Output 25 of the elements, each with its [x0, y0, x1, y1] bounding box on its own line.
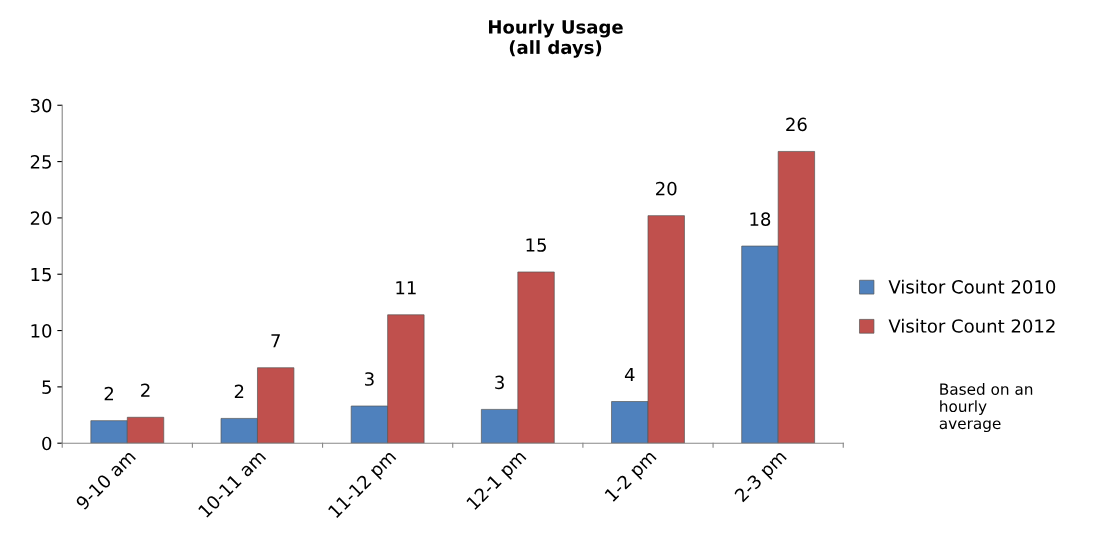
text: Based on an hourly average [939, 383, 1033, 433]
data-label: 26 [786, 117, 807, 132]
data-label: 4 [624, 367, 635, 382]
legend-label: Visitor Count 2012 [888, 318, 1055, 333]
data-label: 2 [104, 386, 114, 401]
x-tick-label: 1-2 pm [604, 449, 660, 505]
data-label: 2 [141, 383, 150, 397]
data-label: 7 [271, 334, 280, 348]
y-tick-label: 10 [31, 324, 52, 338]
data-label: 2 [234, 384, 244, 398]
y-tick-label: 0 [42, 436, 52, 451]
y-tick-label: 15 [31, 267, 51, 282]
x-tick-label: 2-3 pm [733, 449, 790, 505]
y-tick-label: 20 [30, 211, 52, 226]
data-label: 18 [750, 212, 771, 226]
data-label: 11 [396, 281, 416, 295]
chart-title: Hourly Usage (all days) [489, 19, 623, 58]
y-tick-label: 25 [30, 155, 51, 169]
data-label: 3 [495, 375, 504, 390]
legend-label: Visitor Count 2010 [888, 279, 1056, 294]
y-tick-label: 30 [30, 98, 52, 113]
data-label: 20 [656, 181, 677, 196]
data-label: 15 [526, 238, 546, 252]
data-label: 3 [365, 372, 374, 386]
y-tick-label: 5 [42, 380, 51, 394]
